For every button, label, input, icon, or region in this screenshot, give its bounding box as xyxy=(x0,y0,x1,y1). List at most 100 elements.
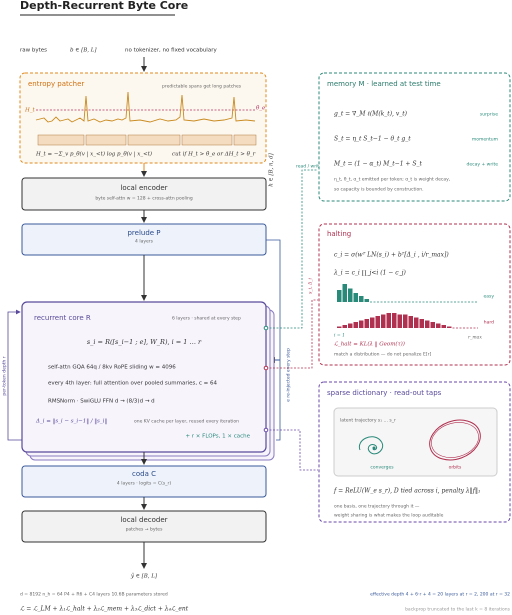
halting-note: match a distribution — do not penalize E… xyxy=(334,352,431,358)
orbits-label: orbits xyxy=(449,465,462,471)
core-cost: + r × FLOPs, 1 × cache xyxy=(185,434,250,440)
halting-gate: c_i = σ(wᵀ LN(s_i) + bᵀ[Δ_i , i/r_max]) xyxy=(334,252,449,259)
hard-bar xyxy=(364,319,369,328)
easy-bar xyxy=(342,284,347,302)
converges-label: converges xyxy=(370,465,394,471)
easy-bar xyxy=(359,296,364,302)
footer-loss: ℒ = ℒ_LM + λ₁ℒ_halt + λ₂ℒ_mem + λ₃ℒ_dict… xyxy=(20,606,189,613)
hard-bar xyxy=(408,316,413,328)
hard-bar xyxy=(375,316,380,328)
halting-title: halting xyxy=(327,230,351,238)
memory-eq: M_t = (1 − α_t) M_t−1 + S_t xyxy=(333,161,422,168)
hard-bar xyxy=(353,322,358,328)
footer-config: d = 8192 n_h = 64 P4 + R6 + C4 layers 10… xyxy=(20,592,168,598)
hard-label: hard xyxy=(484,320,494,326)
prelude-title: prelude P xyxy=(127,229,160,237)
footer-backprop: backprop truncated to the last k = 8 ite… xyxy=(405,607,511,613)
orbit-trajectory xyxy=(431,422,479,458)
decoder-sub: patches → bytes xyxy=(126,527,164,533)
memory-note: so capacity is bounded by construction. xyxy=(334,187,424,193)
h-label: H_t xyxy=(24,108,36,114)
hard-bar xyxy=(370,317,375,328)
input-note: no tokenizer, no fixed vocabulary xyxy=(125,48,217,54)
entropy-trace xyxy=(35,91,256,123)
hard-bar xyxy=(419,319,424,328)
memory-tag: momentum xyxy=(472,137,498,143)
core-formula: s_i = R([s_i−1 ; e], W_R), i = 1 … r xyxy=(87,338,202,346)
encoder-title: local encoder xyxy=(120,184,167,192)
entropy-formula: H_t = −Σ_v p_θ(v | x_<t) log p_θ(v | x_<… xyxy=(35,151,152,158)
hard-bar xyxy=(425,320,430,328)
hard-bar xyxy=(397,314,402,328)
fixed-point xyxy=(372,446,376,450)
hard-bar xyxy=(392,313,397,328)
trajectory-label: latent trajectory s₁ … s_r xyxy=(340,418,396,424)
loop-arrow xyxy=(7,309,22,441)
histograms: easy hard xyxy=(337,284,494,329)
coda-title: coda C xyxy=(132,470,156,478)
hard-bar xyxy=(348,323,353,328)
core-box xyxy=(21,301,267,453)
input-label: raw bytes xyxy=(20,48,47,54)
prelude-sub: 4 layers xyxy=(135,239,154,245)
memory-tag: decay + write xyxy=(467,162,499,168)
memory-tag: surprise xyxy=(480,112,498,118)
encoder-sub: byte self-attn w = 128 + cross-attn pool… xyxy=(95,196,192,202)
easy-bar xyxy=(348,288,353,302)
halting-loss: ℒ_halt = KL(λ ‖ Geom(τ)) xyxy=(334,341,405,348)
hard-bar xyxy=(386,313,391,328)
axis-start: i = 1 xyxy=(334,333,345,339)
halting-link xyxy=(266,299,318,369)
halting-prob: λ_i = c_i ∏_j<i (1 − c_j) xyxy=(333,270,406,277)
core-title: recurrent core R xyxy=(34,314,91,322)
hard-bar xyxy=(414,317,419,328)
rw-label: read / write xyxy=(296,164,322,170)
halting-panel xyxy=(318,223,511,366)
memory-title: memory M · learned at test time xyxy=(327,80,441,88)
easy-bar xyxy=(364,299,369,302)
decoder-title: local decoder xyxy=(120,516,167,524)
footer-depth: effective depth 4 + 6·r + 4 = 20 layers … xyxy=(370,592,510,598)
memory-eq: S_t = η_t S_t−1 − θ_t g_t xyxy=(334,136,411,143)
hard-bar xyxy=(342,325,347,328)
axis-end: r_max xyxy=(468,336,482,341)
hard-bar xyxy=(359,320,364,328)
hard-bar xyxy=(337,326,342,328)
port xyxy=(263,365,269,371)
hard-bar xyxy=(403,314,408,328)
e-path xyxy=(266,239,281,441)
memory-eq: g_t = ∇_M ℓ(M(k_t), v_t) xyxy=(334,111,408,118)
hard-bar xyxy=(436,323,441,328)
core-line: self-attn GQA 64q / 8kv RoPE sliding w =… xyxy=(48,365,176,371)
reinject-label: e re-injected every step xyxy=(286,348,292,402)
core-layers: 6 layers · shared at every step xyxy=(172,316,241,322)
easy-label: easy xyxy=(483,295,494,300)
core-delta: Δ_i = ‖s_i − s_i−1‖ / ‖s_i‖ xyxy=(35,419,107,425)
hard-bar xyxy=(441,325,446,328)
patcher-title: entropy patcher xyxy=(28,80,84,88)
dictionary-note: weight sharing is what makes the loop au… xyxy=(334,513,444,519)
port xyxy=(263,427,269,433)
dictionary-link xyxy=(266,429,318,471)
hard-bar xyxy=(381,314,386,328)
dictionary-title: sparse dictionary · read-out taps xyxy=(327,389,442,397)
port xyxy=(263,325,269,331)
easy-bar xyxy=(337,290,342,302)
cut-rule: cut if H_t > θ_e or ΔH_t > θ_r xyxy=(172,152,256,158)
patches xyxy=(37,134,257,146)
patcher-note: predictable spans get long patches xyxy=(162,84,242,90)
memory-note: η_t, θ_t, α_t emitted per token; α_t is … xyxy=(334,177,450,183)
memory-link xyxy=(266,169,318,329)
loop-label: per-token depth r xyxy=(2,356,8,395)
memory-panel xyxy=(318,72,511,202)
encoder-box xyxy=(21,177,267,211)
core-line: every 4th layer: full attention over poo… xyxy=(48,381,218,387)
hidden-shape: h ∈ [B, n, d] xyxy=(269,152,275,186)
dictionary-formula: f = ReLU(W_e s_r), D tied across i, pena… xyxy=(333,488,480,495)
converging-trajectory xyxy=(358,436,384,455)
core-line: RMSNorm · SwiGLU FFN d → (8/3)d → d xyxy=(48,399,155,405)
title: Depth-Recurrent Byte Core xyxy=(20,0,188,12)
dictionary-note: one basis, one trajectory through it — xyxy=(334,504,420,510)
theta-label: θ_e xyxy=(256,106,266,112)
